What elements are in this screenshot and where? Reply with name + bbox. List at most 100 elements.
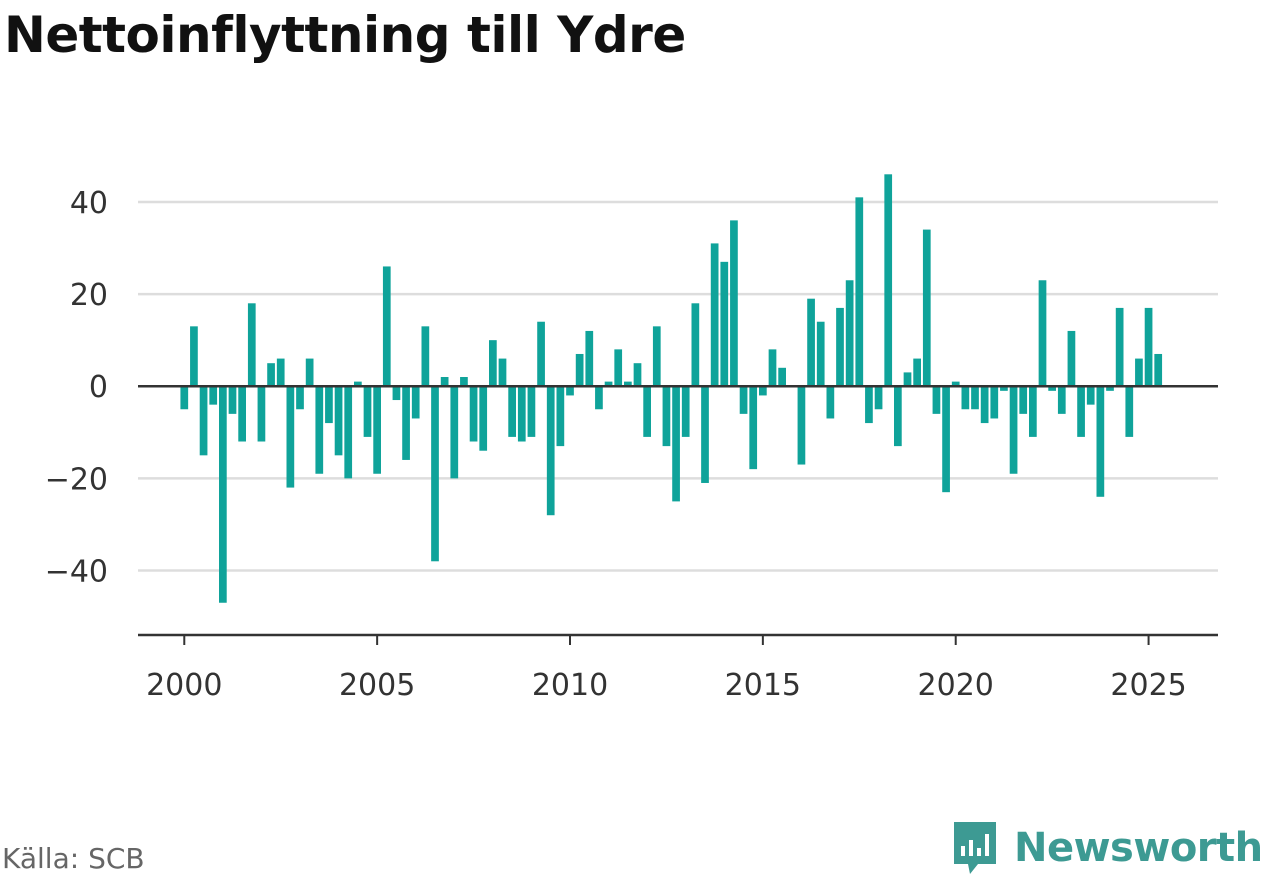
bar <box>228 386 237 414</box>
bar <box>508 386 516 437</box>
source-note: Källa: SCB <box>2 842 145 875</box>
bar <box>749 386 758 470</box>
bar <box>498 358 507 387</box>
bar <box>701 386 709 483</box>
bar <box>739 386 748 414</box>
bar <box>922 229 931 387</box>
bar <box>247 303 256 387</box>
bar <box>354 381 362 387</box>
bar <box>537 321 545 387</box>
bar <box>1038 280 1047 387</box>
x-tick-label: 2020 <box>918 668 994 703</box>
newsworthy-logo-icon <box>954 822 996 874</box>
bar <box>344 386 353 479</box>
bar <box>720 261 729 387</box>
bar <box>421 326 430 387</box>
bar <box>392 386 401 401</box>
bar <box>874 386 883 410</box>
bar <box>1000 386 1008 391</box>
bar <box>257 386 266 442</box>
bar <box>325 386 333 424</box>
bar <box>450 386 459 479</box>
bar <box>903 372 912 387</box>
bar <box>334 386 343 456</box>
bar <box>460 377 468 387</box>
bar <box>836 307 844 387</box>
bar <box>932 386 941 414</box>
bar <box>633 363 642 387</box>
bar <box>652 326 661 387</box>
bar <box>1009 386 1018 474</box>
bar <box>440 377 449 387</box>
bar <box>1135 358 1143 387</box>
bar <box>373 386 381 474</box>
bar <box>382 266 391 387</box>
bar <box>894 386 902 447</box>
bar <box>199 386 208 456</box>
bar <box>604 381 613 387</box>
bar <box>315 386 324 474</box>
bar <box>363 386 372 437</box>
bar <box>691 303 700 387</box>
bar <box>527 386 536 437</box>
bar <box>1029 386 1037 437</box>
bar <box>759 386 767 396</box>
bar <box>296 386 304 410</box>
bar <box>209 386 218 405</box>
bar <box>180 386 189 410</box>
bar <box>1086 386 1095 405</box>
bar <box>1125 386 1134 437</box>
bar <box>768 349 777 387</box>
page-title: Nettoinflyttning till Ydre <box>4 6 686 64</box>
y-tick-label: 20 <box>70 278 108 313</box>
bar <box>855 197 864 387</box>
bar <box>990 386 999 419</box>
y-tick-label: −40 <box>45 555 108 590</box>
bar <box>595 386 603 410</box>
bar <box>267 363 275 387</box>
bar <box>517 386 526 442</box>
bar <box>710 243 719 387</box>
bar <box>556 386 565 447</box>
bar <box>1019 386 1028 414</box>
bar <box>479 386 488 451</box>
x-tick-label: 2005 <box>339 668 415 703</box>
bar <box>1106 386 1114 391</box>
bar <box>219 386 227 603</box>
bar <box>816 321 825 387</box>
bar <box>566 386 574 396</box>
bar <box>614 349 623 387</box>
y-tick-label: 40 <box>70 186 108 221</box>
bar <box>1154 353 1163 387</box>
bar <box>865 386 873 424</box>
bar <box>402 386 410 460</box>
brand-name: Newsworthy <box>1014 825 1262 871</box>
x-tick-label: 2025 <box>1110 668 1186 703</box>
bar <box>1048 386 1056 391</box>
bar <box>961 386 970 410</box>
bar <box>1096 386 1105 497</box>
bar <box>730 220 738 387</box>
bar <box>305 358 314 387</box>
bar <box>884 174 893 387</box>
bar <box>797 386 806 465</box>
bar <box>672 386 680 502</box>
bar <box>980 386 989 424</box>
bar <box>190 326 198 387</box>
bar <box>826 386 835 419</box>
bar <box>575 353 584 387</box>
bar <box>1067 330 1076 387</box>
bar <box>624 381 632 387</box>
bar <box>276 358 285 387</box>
bar <box>681 386 690 437</box>
bar <box>469 386 478 442</box>
bar <box>662 386 671 447</box>
x-tick-label: 2000 <box>146 668 222 703</box>
bar <box>1115 307 1124 387</box>
bar <box>489 340 497 387</box>
y-tick-label: 0 <box>89 370 108 405</box>
bar <box>807 298 815 387</box>
bar <box>1057 386 1066 414</box>
bar <box>238 386 246 442</box>
bar <box>951 381 960 387</box>
